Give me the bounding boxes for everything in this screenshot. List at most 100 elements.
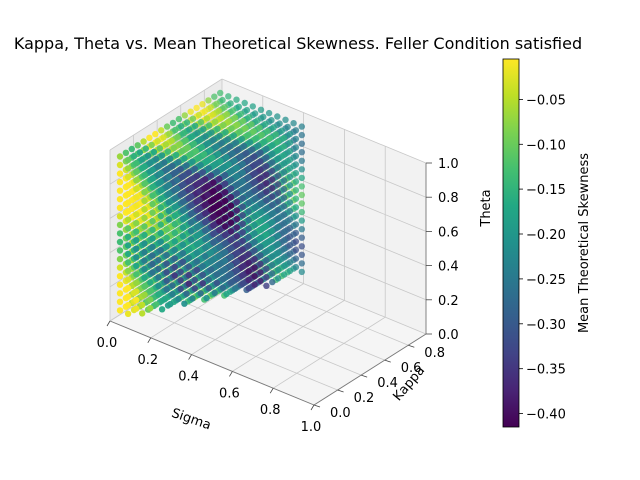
scatter-point xyxy=(261,138,268,146)
scatter-point xyxy=(231,114,239,121)
scatter-point xyxy=(245,174,252,181)
scatter-point xyxy=(203,158,210,165)
scatter-point xyxy=(229,107,237,114)
scatter-point xyxy=(199,101,206,108)
scatter-point xyxy=(133,288,140,295)
scatter-point xyxy=(149,235,156,242)
scatter-point xyxy=(263,197,270,204)
colorbar-tick-label: −0.25 xyxy=(526,273,566,288)
scatter-point xyxy=(195,111,203,119)
scatter-point xyxy=(286,165,294,172)
scatter-point xyxy=(205,276,212,283)
scatter-point xyxy=(167,155,174,162)
scatter-point xyxy=(275,164,282,171)
scatter-point xyxy=(233,275,241,282)
scatter-point xyxy=(187,185,195,192)
scatter-point xyxy=(139,156,146,163)
scatter-point xyxy=(171,169,178,177)
scatter-point xyxy=(239,220,246,227)
scatter-point xyxy=(275,240,282,248)
scatter-point xyxy=(225,93,232,100)
scatter-point xyxy=(185,263,193,270)
scatter-point xyxy=(192,122,199,129)
scatter-point xyxy=(193,172,201,180)
scatter-point xyxy=(245,157,252,164)
scatter-point xyxy=(239,212,246,219)
scatter-point xyxy=(154,138,161,145)
scatter-point xyxy=(201,151,208,158)
scatter-point xyxy=(269,150,276,157)
scatter-point xyxy=(124,310,132,317)
scatter-point xyxy=(175,295,182,303)
scatter-point xyxy=(229,150,236,157)
scatter-point xyxy=(149,200,156,208)
scatter-point xyxy=(124,225,132,232)
scatter-point xyxy=(243,106,251,114)
scatter-point xyxy=(213,168,221,175)
scatter-point xyxy=(162,141,169,148)
scatter-point xyxy=(269,159,276,166)
gridline-x xyxy=(150,266,264,339)
scatter-point xyxy=(257,209,264,216)
scatter-point xyxy=(269,184,276,192)
scatter-point xyxy=(171,238,178,245)
scatter-point xyxy=(251,238,258,246)
scatter-point xyxy=(171,272,178,279)
scatter-point xyxy=(210,230,217,238)
scatter-point xyxy=(181,112,188,119)
scatter-point xyxy=(227,236,235,243)
scatter-point xyxy=(116,221,124,229)
scatter-point xyxy=(193,232,201,239)
scatter-point xyxy=(202,235,209,243)
scatter-point xyxy=(157,195,164,203)
scatter-point xyxy=(280,151,288,159)
scatter-point xyxy=(227,245,235,252)
scatter-point xyxy=(128,145,135,153)
scatter-point xyxy=(168,137,175,144)
scatter-point xyxy=(227,279,235,286)
scatter-point xyxy=(257,166,264,173)
gridline-z xyxy=(109,215,223,288)
scatter-point xyxy=(278,127,285,134)
scatter-point xyxy=(243,149,250,157)
scatter-point xyxy=(269,261,276,269)
scatter-point xyxy=(209,154,216,161)
scatter-point xyxy=(222,223,229,230)
x-axis-label: Sigma xyxy=(169,406,212,433)
scatter-point xyxy=(257,192,264,199)
scatter-point xyxy=(290,120,297,127)
scatter-point xyxy=(257,158,264,165)
scatter-point xyxy=(251,161,258,169)
scatter-point xyxy=(233,207,241,214)
scatter-point xyxy=(187,151,194,158)
scatter-point xyxy=(133,211,140,218)
scatter-point xyxy=(149,252,156,259)
scatter-point xyxy=(124,293,132,300)
z-axis-label: Theta xyxy=(479,189,494,227)
scatter-point xyxy=(212,118,219,125)
scatter-point xyxy=(263,214,270,221)
scatter-point xyxy=(165,173,173,180)
scatter-point xyxy=(141,248,148,256)
scatter-point xyxy=(181,300,188,307)
scatter-point xyxy=(124,199,132,206)
scatter-point xyxy=(250,128,257,135)
y-tick-mark xyxy=(384,359,391,363)
scatter-point xyxy=(167,300,174,308)
scatter-point xyxy=(213,279,221,287)
scatter-point xyxy=(149,209,156,216)
scatter-point xyxy=(240,117,247,125)
scatter-point xyxy=(222,197,229,204)
scatter-point xyxy=(179,241,187,248)
scatter-point xyxy=(210,179,217,186)
scatter-point xyxy=(286,139,294,146)
scatter-point xyxy=(155,274,162,281)
scatter-point xyxy=(227,219,235,226)
scatter-point xyxy=(187,219,195,226)
scatter-point xyxy=(251,281,258,288)
scatter-point xyxy=(280,262,288,270)
scatter-point xyxy=(292,187,300,194)
scatter-point xyxy=(239,203,246,210)
scatter-point xyxy=(263,222,270,230)
x-tick-mark xyxy=(188,354,192,360)
